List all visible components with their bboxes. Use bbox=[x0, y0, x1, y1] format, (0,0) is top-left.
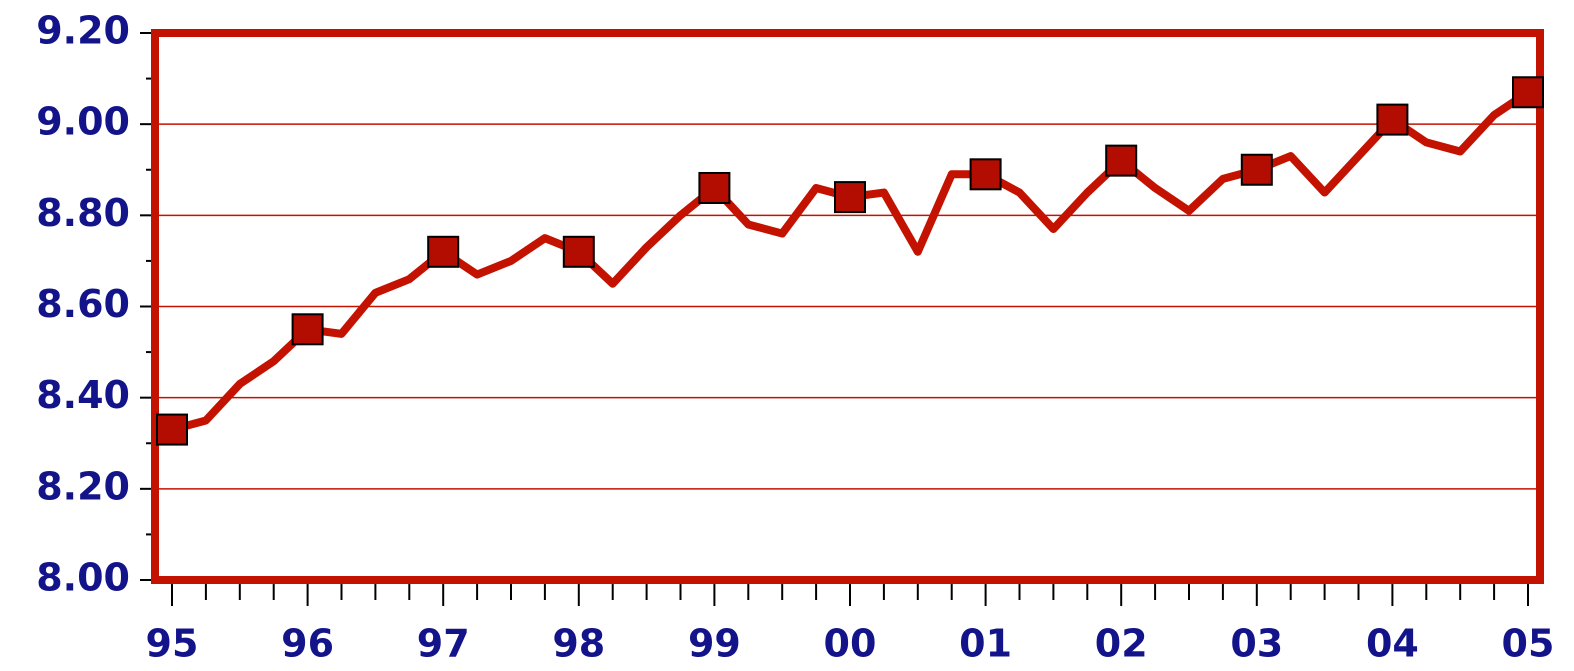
x-tick-label: 01 bbox=[959, 622, 1012, 666]
x-tick-label: 95 bbox=[146, 622, 199, 666]
data-marker bbox=[562, 235, 595, 268]
x-tick-label: 97 bbox=[417, 622, 470, 666]
x-tick-label: 03 bbox=[1230, 622, 1283, 666]
y-tick-label: 8.60 bbox=[36, 282, 130, 326]
x-tick-label: 98 bbox=[552, 622, 605, 666]
x-tick-label: 96 bbox=[281, 622, 334, 666]
data-line bbox=[170, 88, 1531, 434]
data-marker bbox=[156, 413, 188, 446]
data-marker bbox=[834, 181, 866, 214]
data-marker bbox=[291, 313, 324, 346]
y-tick-label: 9.20 bbox=[36, 9, 130, 53]
plot-frame bbox=[151, 29, 1544, 584]
data-marker bbox=[1512, 76, 1544, 109]
y-tick-label: 8.20 bbox=[36, 464, 130, 508]
y-tick-label: 8.80 bbox=[36, 191, 130, 235]
data-marker bbox=[698, 171, 731, 204]
data-marker bbox=[1240, 153, 1273, 186]
data-marker bbox=[427, 235, 460, 268]
x-tick-label: 05 bbox=[1502, 622, 1555, 666]
x-tick-label: 00 bbox=[824, 622, 877, 666]
x-tick-label: 02 bbox=[1095, 622, 1148, 666]
y-tick-label: 8.00 bbox=[36, 556, 130, 600]
data-marker bbox=[969, 158, 1002, 191]
y-tick-label: 8.40 bbox=[36, 373, 130, 417]
data-marker bbox=[1376, 103, 1409, 136]
data-marker bbox=[1105, 144, 1138, 177]
x-tick-label: 04 bbox=[1366, 622, 1419, 666]
x-tick-label: 99 bbox=[688, 622, 741, 666]
y-tick-label: 9.00 bbox=[36, 100, 130, 144]
